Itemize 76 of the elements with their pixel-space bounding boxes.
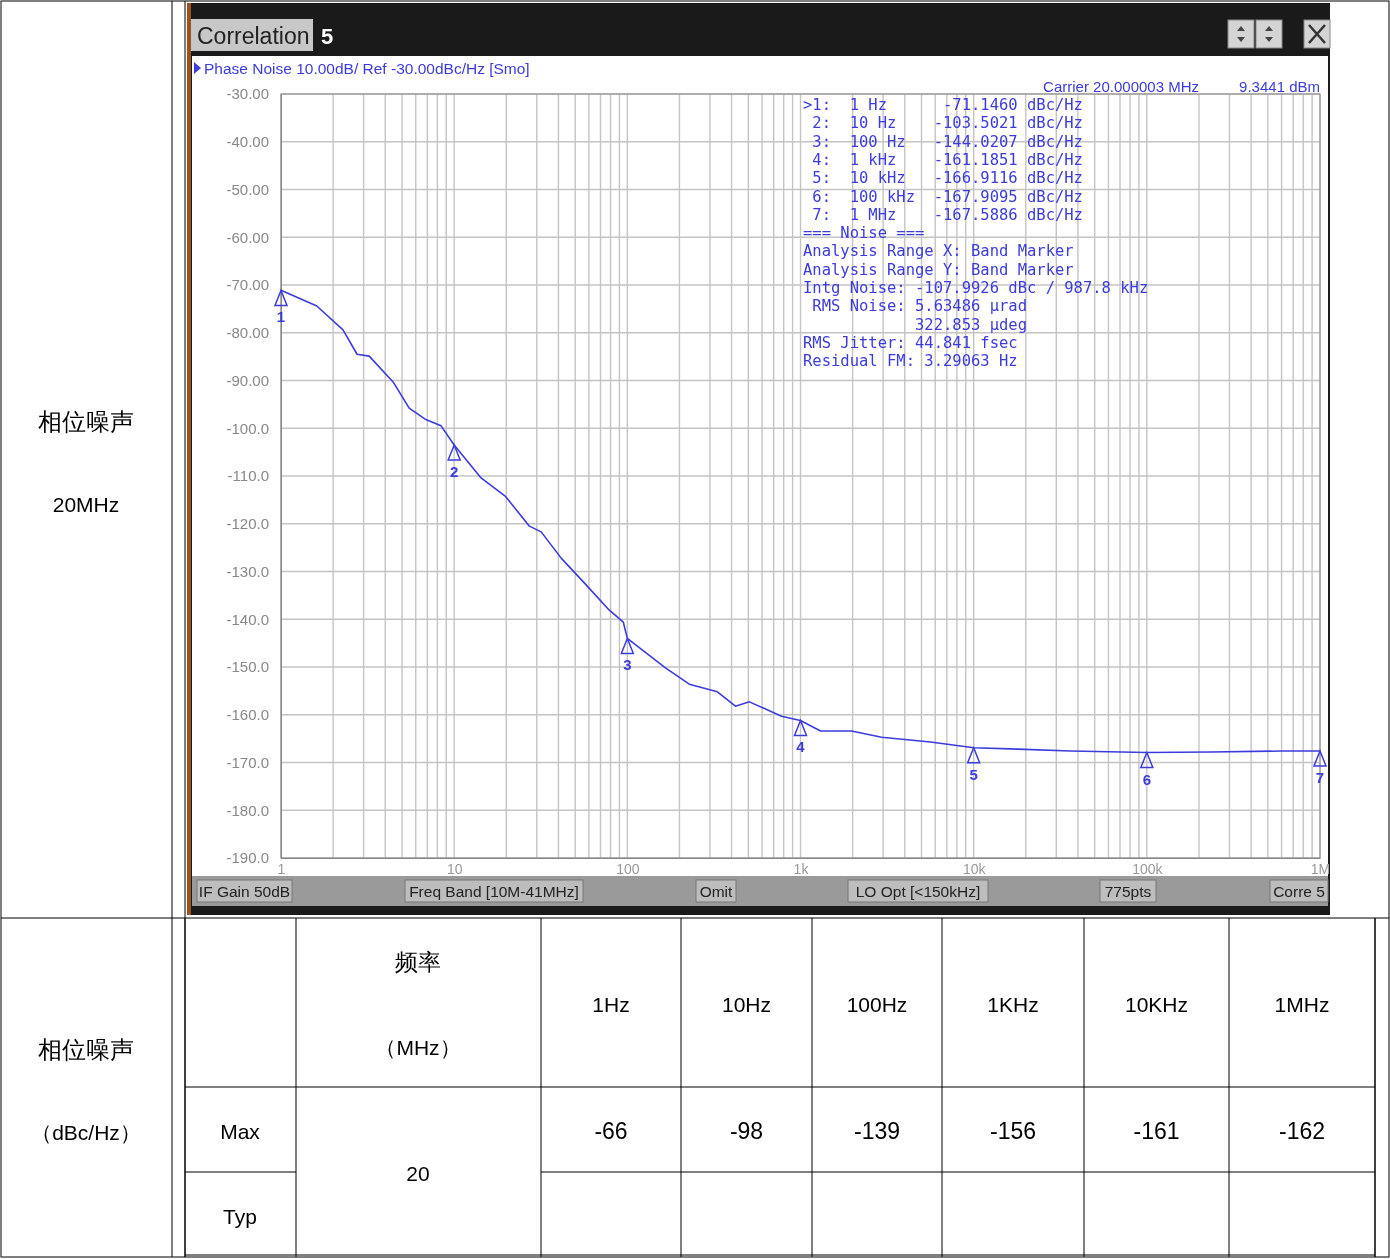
annotation: 5 (969, 765, 978, 783)
annotation: Analysis Range Y: Band Marker (803, 260, 1074, 279)
text: -162 (1278, 1118, 1326, 1144)
annotation: 7 (1315, 768, 1325, 786)
annotation: 4 (796, 738, 806, 756)
annotation: Carrier 20.000003 MHz (1043, 78, 1199, 95)
y-tick-label: -130.0 (226, 562, 269, 580)
y-tick-label: -180.0 (226, 801, 269, 819)
annotation: RMS Noise: 5.63486 µrad (803, 297, 1027, 316)
annotation: 3: 100 Hz -144.0207 dBc/Hz (803, 132, 1083, 151)
text: -161 (1133, 1118, 1180, 1144)
y-tick-label: -30.00 (226, 85, 269, 103)
text: -156 (989, 1118, 1037, 1144)
text: （dBc/Hz） (31, 1121, 141, 1144)
text: 5 (321, 24, 334, 49)
annotation: RMS Jitter: 44.841 fsec (803, 333, 1018, 352)
y-tick-label: -50.00 (226, 180, 269, 198)
y-tick-label: -100.0 (226, 419, 269, 437)
x-tick-label: 10k (962, 860, 987, 877)
annotation: 5: 10 kHz -166.9116 dBc/Hz (803, 169, 1083, 188)
text: 相位噪声 (38, 1036, 134, 1063)
text: -66 (594, 1118, 628, 1144)
x-tick-label: 10 (446, 860, 463, 877)
x-tick-label: 1 (277, 860, 286, 877)
annotation: 6 (1142, 770, 1152, 788)
text: 1MHz (1274, 993, 1330, 1016)
text: -139 (853, 1118, 901, 1144)
annotation: 3 (623, 656, 632, 674)
text: Corre 5 (1273, 883, 1325, 900)
annotation: Intg Noise: -107.9926 dBc / 987.8 kHz (803, 279, 1149, 297)
text: Max (220, 1120, 261, 1143)
text: （MHz） (375, 1036, 461, 1059)
y-tick-label: -140.0 (226, 610, 269, 628)
annotation: 2 (449, 462, 459, 480)
y-tick-label: -190.0 (226, 849, 269, 867)
text: 20 (406, 1162, 430, 1185)
text: 10Hz (721, 993, 772, 1016)
y-tick-label: -70.00 (226, 276, 269, 294)
text: -98 (729, 1118, 764, 1144)
y-tick-label: -120.0 (226, 515, 269, 533)
y-tick-label: -170.0 (226, 753, 269, 771)
annotation: === Noise === (803, 224, 925, 243)
text: IF Gain 50dB (198, 883, 291, 900)
y-tick-label: -40.00 (226, 133, 269, 151)
text: LO Opt [<150kHz] (855, 883, 981, 900)
text: 20MHz (52, 493, 120, 516)
text: 相位噪声 (38, 408, 134, 435)
annotation: 7: 1 MHz -167.5886 dBc/Hz (803, 205, 1083, 224)
annotation: 6: 100 kHz -167.9095 dBc/Hz (803, 187, 1083, 206)
y-tick-label: -110.0 (227, 467, 269, 485)
text: 频率 (395, 949, 441, 975)
annotation: Residual FM: 3.29063 Hz (803, 352, 1018, 371)
x-tick-label: 100 (616, 860, 640, 877)
chart-title: Phase Noise 10.00dB/ Ref -30.00dBc/Hz [Smo] (204, 60, 530, 77)
y-tick-label: -160.0 (226, 706, 269, 724)
text: Typ (223, 1205, 257, 1228)
annotation: 9.3441 dBm (1239, 78, 1320, 95)
text: Correlation (197, 23, 310, 49)
text: Omit (699, 883, 734, 900)
text: 1KHz (987, 993, 1039, 1016)
annotation: 4: 1 kHz -161.1851 dBc/Hz (803, 150, 1083, 169)
y-tick-label: -60.00 (226, 228, 269, 246)
x-tick-label: 100k (1132, 860, 1164, 877)
text: Freq Band [10M-41MHz] (409, 883, 579, 900)
y-tick-label: -80.00 (226, 324, 269, 342)
annotation: >1: 1 Hz -71.1460 dBc/Hz (803, 96, 1083, 114)
x-tick-label: 1k (793, 860, 810, 877)
text: 100Hz (846, 993, 908, 1016)
text: 1Hz (592, 993, 630, 1016)
text: 10KHz (1124, 993, 1189, 1016)
annotation: 322.853 µdeg (803, 315, 1027, 334)
annotation: 2: 10 Hz -103.5021 dBc/Hz (803, 114, 1083, 133)
annotation: Analysis Range X: Band Marker (803, 242, 1074, 261)
y-tick-label: -150.0 (226, 658, 269, 676)
y-tick-label: -90.00 (226, 371, 269, 389)
text: 775pts (1104, 883, 1152, 900)
